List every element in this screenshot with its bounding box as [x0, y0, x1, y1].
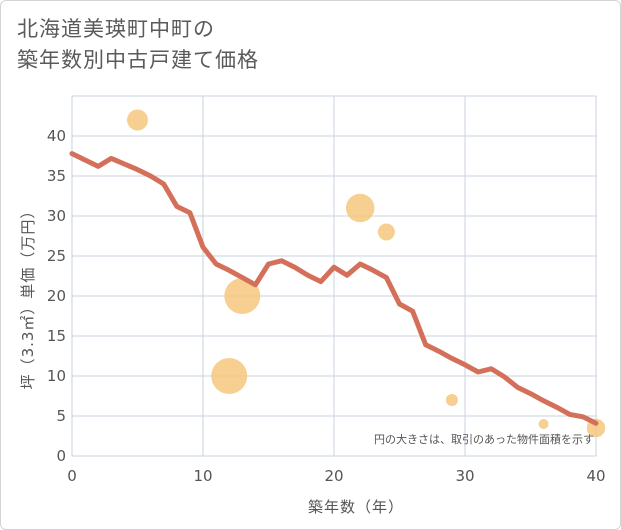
- y-tick-label: 40: [47, 127, 66, 145]
- x-tick-label: 20: [324, 467, 343, 485]
- bubble-size-note: 円の大きさは、取引のあった物件面積を示す: [374, 432, 594, 446]
- chart-title-line1: 北海道美瑛町中町の: [17, 17, 215, 41]
- bubble-series: [127, 109, 606, 438]
- x-tick-label: 40: [586, 467, 605, 485]
- y-tick-label: 20: [47, 287, 66, 305]
- y-axis-label: 坪（3.3㎡）単価（万円）: [19, 203, 37, 390]
- bubble-point: [377, 223, 395, 241]
- chart-title-line2: 築年数別中古戸建て価格: [17, 48, 259, 72]
- y-tick-label: 30: [47, 207, 66, 225]
- y-tick-label: 15: [47, 327, 66, 345]
- bubble-point: [345, 193, 375, 223]
- grid-lines: [71, 95, 597, 457]
- bubble-point: [211, 358, 248, 394]
- y-tick-labels: 0 5 10 15 20 25 30 35 40: [47, 127, 66, 465]
- y-tick-label: 10: [47, 367, 66, 385]
- x-tick-label: 10: [193, 467, 212, 485]
- chart-title: 北海道美瑛町中町の 築年数別中古戸建て価格: [17, 14, 259, 76]
- y-tick-label: 0: [56, 447, 66, 465]
- x-tick-label: 30: [455, 467, 474, 485]
- bubble-point: [538, 419, 549, 429]
- y-tick-label: 25: [47, 247, 66, 265]
- x-axis-label: 築年数（年）: [308, 498, 404, 516]
- bubble-point: [127, 109, 148, 131]
- x-tick-labels: 0 10 20 30 40: [67, 467, 605, 485]
- trend-line: [69, 151, 599, 426]
- bubble-point: [224, 278, 261, 314]
- y-tick-label: 35: [47, 167, 66, 185]
- y-tick-label: 5: [56, 407, 66, 425]
- trend-line-group: [69, 151, 599, 426]
- bubble-point: [445, 394, 458, 406]
- x-tick-label: 0: [67, 467, 77, 485]
